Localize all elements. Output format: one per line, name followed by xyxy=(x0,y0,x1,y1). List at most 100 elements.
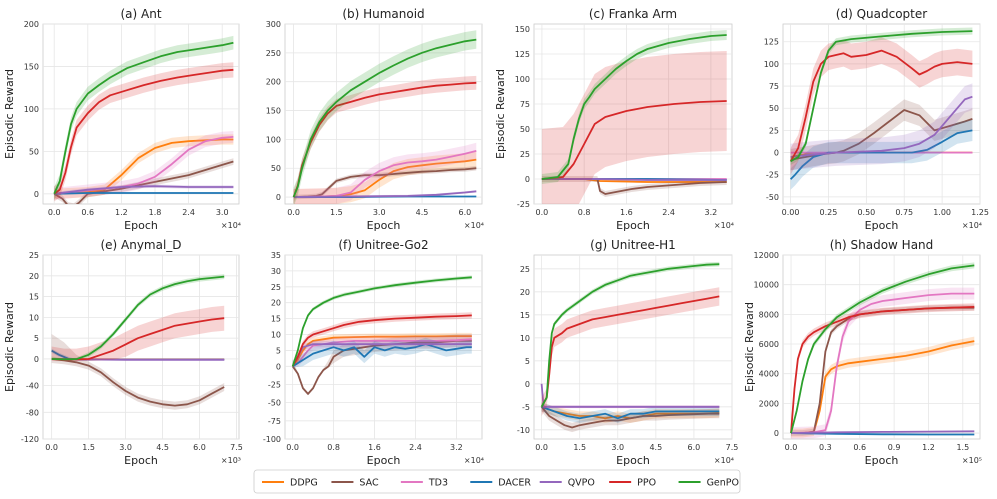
x-tick-label: 4.5 xyxy=(416,208,429,217)
x-tick-label: 0.0 xyxy=(287,208,300,217)
line-sac xyxy=(51,358,225,407)
x-tick-label: 0.00 xyxy=(782,208,800,217)
line-sac xyxy=(541,178,727,195)
y-tick-label: 5 xyxy=(525,357,530,366)
x-tick-label: 0.25 xyxy=(820,208,838,217)
x-axis-label: Epoch xyxy=(865,454,899,467)
y-tick-label: 10 xyxy=(520,334,530,343)
band-ppo xyxy=(54,62,234,202)
y-tick-label: 5 xyxy=(34,334,39,343)
x-tick-label: 0.0 xyxy=(48,208,61,217)
line-ppo xyxy=(789,49,973,162)
y-tick-label: 5 xyxy=(276,346,281,355)
y-tick-label: -5 xyxy=(522,403,530,412)
plot-area xyxy=(42,254,240,440)
band-dacer xyxy=(790,119,973,190)
y-tick-label: 50 xyxy=(271,164,281,173)
x-tick-label: 3.2 xyxy=(450,443,463,452)
x-tick-label: 2.4 xyxy=(662,208,675,217)
x-tick-label: 1.5 xyxy=(956,443,969,452)
line-ppo xyxy=(790,306,975,434)
x-tick-label: 1.2 xyxy=(115,208,128,217)
line-sac xyxy=(540,406,720,429)
series-group xyxy=(53,35,234,204)
y-tick-label: 150 xyxy=(24,62,39,71)
x-tick-label: 1.00 xyxy=(933,208,951,217)
y-tick-label: 200 xyxy=(266,78,281,87)
y-tick-label: 100 xyxy=(24,105,39,114)
line-genpo xyxy=(541,34,727,180)
y-axis-label: Episodic Reward xyxy=(3,69,16,159)
series-group xyxy=(291,275,472,396)
y-tick-label: 20 xyxy=(271,299,281,308)
band-sac xyxy=(541,176,727,197)
series-group xyxy=(541,30,727,204)
band-genpo xyxy=(293,30,477,204)
line-dacer xyxy=(541,405,720,420)
band-ppo xyxy=(541,51,727,204)
line-qvpo xyxy=(54,185,234,195)
x-tick-label: 1.8 xyxy=(149,208,162,217)
line-sac xyxy=(53,160,234,204)
x-axis-multiplier: ×10⁴ xyxy=(714,456,734,465)
line-qvpo xyxy=(293,190,477,198)
x-tick-label: 0.6 xyxy=(81,208,94,217)
panel-1: 0.0 0.6 1.2 1.8 2.4 3.0 0 50 100 150 200 (a) Ant Epo… xyxy=(3,7,241,232)
y-axis-label: Episodic Reward xyxy=(494,69,507,159)
line-genpo xyxy=(51,275,225,361)
x-tick-label: 4.5 xyxy=(649,443,662,452)
x-tick-label: 1.5 xyxy=(573,443,586,452)
y-tick-label: -100 xyxy=(263,435,281,444)
band-sac xyxy=(51,334,225,410)
y-tick-label: 100 xyxy=(764,60,779,69)
band-sac xyxy=(292,334,472,396)
x-tick-label: 1.5 xyxy=(82,443,95,452)
x-tick-label: 1.2 xyxy=(922,443,935,452)
x-tick-label: 6.0 xyxy=(193,443,206,452)
y-tick-label: 25 xyxy=(520,265,530,274)
y-tick-label: -25 xyxy=(517,200,530,209)
x-tick-label: 0.0 xyxy=(536,208,549,217)
y-tick-label: 20 xyxy=(520,288,530,297)
series-group xyxy=(292,30,477,204)
y-tick-label: -40 xyxy=(26,382,39,391)
y-tick-label: 20 xyxy=(29,272,39,281)
legend-label-sac: SAC xyxy=(359,478,379,489)
y-tick-label: 0 xyxy=(525,380,530,389)
panel-title: (f) Unitree-Go2 xyxy=(338,238,428,252)
y-tick-label: 25 xyxy=(29,251,39,260)
series-group xyxy=(789,27,973,190)
legend-box xyxy=(253,469,741,494)
x-axis-label: Epoch xyxy=(616,219,650,232)
panel-3: 0.0 0.8 1.6 2.4 3.2 -25 0 25 50 75 100 125 150 (c) Fr… xyxy=(494,7,734,232)
plot-area xyxy=(533,254,733,440)
line-qvpo xyxy=(291,343,472,367)
x-tick-label: 3.2 xyxy=(705,208,718,217)
x-tick-label: 0.9 xyxy=(888,443,901,452)
panel-6: 0.0 0.8 1.6 2.4 3.2 -100 -75 -50 -25 0 5 10 15 20 25 30… xyxy=(263,238,484,467)
y-axis-label: Episodic Reward xyxy=(743,302,756,392)
series-group xyxy=(790,262,975,439)
band-td3 xyxy=(293,142,477,204)
line-ppo xyxy=(53,68,234,195)
band-ppo xyxy=(51,305,225,362)
line-sac xyxy=(293,167,477,198)
y-tick-label: 25 xyxy=(769,126,779,135)
y-tick-label: 25 xyxy=(520,150,530,159)
x-tick-label: 3.0 xyxy=(611,443,624,452)
x-tick-label: 0.8 xyxy=(578,208,591,217)
line-qvpo xyxy=(541,178,727,181)
legend-label-ppo: PPO xyxy=(637,478,656,489)
x-axis-label: Epoch xyxy=(616,454,650,467)
line-dacer xyxy=(292,343,472,368)
y-tick-label: -25 xyxy=(268,380,281,389)
band-genpo xyxy=(292,275,472,367)
panel-7: 0.0 1.5 3.0 4.5 6.0 7.5 -10 -5 0 5 10 15 20 25 (g) Uni… xyxy=(517,238,738,467)
x-tick-label: 4.5 xyxy=(156,443,169,452)
x-tick-label: 1.5 xyxy=(330,208,343,217)
panel-2: 0.0 1.5 3.0 4.5 6.0 0 50 100 150 200 250 300 (b) Hum… xyxy=(266,7,484,232)
y-axis-label: Episodic Reward xyxy=(3,302,16,392)
y-tick-label: 150 xyxy=(266,107,281,116)
plot-area xyxy=(284,254,483,440)
